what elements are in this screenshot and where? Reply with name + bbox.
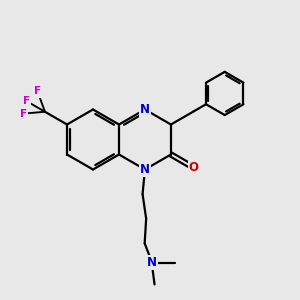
Text: F: F — [34, 86, 41, 97]
Text: F: F — [20, 109, 27, 118]
Text: O: O — [189, 161, 199, 174]
Text: N: N — [140, 163, 150, 176]
Text: N: N — [147, 256, 157, 269]
Text: N: N — [140, 103, 150, 116]
Text: F: F — [23, 96, 30, 106]
